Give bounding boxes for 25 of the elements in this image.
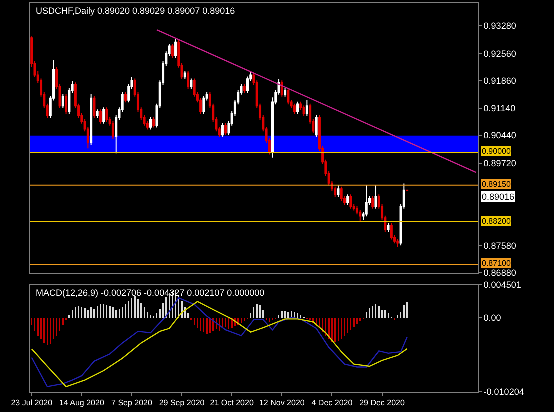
y-tick-label: 0.00: [484, 312, 502, 323]
x-tick-label: 4 Dec 2020: [312, 398, 354, 408]
x-tick-label: 21 Oct 2020: [210, 398, 254, 408]
y-tick-label: 0.91140: [484, 104, 516, 114]
y-tick-label: 0.004501: [484, 280, 522, 290]
y-tick-label: 0.91860: [484, 76, 516, 86]
x-tick-label: 7 Sep 2020: [112, 398, 153, 408]
y-tick-label: 0.86880: [484, 268, 516, 278]
ref-line-label: 0.87100: [482, 259, 512, 268]
x-tick-label: 14 Aug 2020: [59, 398, 105, 408]
x-tick-label: 23 Jul 2020: [11, 398, 54, 408]
ref-line-label: 0.89150: [482, 180, 512, 189]
text: 0.89016: [482, 192, 515, 202]
y-tick-label: 0.89720: [484, 158, 516, 168]
ref-line-label: 0.88200: [482, 217, 512, 226]
x-tick-label: 12 Nov 2020: [259, 398, 306, 408]
x-tick-label: 29 Sep 2020: [159, 398, 206, 408]
y-tick-label: 0.92560: [484, 48, 516, 59]
ref-line-label: 0.90000: [482, 147, 512, 156]
x-tick-label: 29 Dec 2020: [360, 398, 406, 408]
chart-title: USDCHF,Daily 0.89020 0.89029 0.89007 0.89016: [36, 6, 236, 16]
y-tick-label: -0.010204: [484, 387, 524, 398]
y-tick-label: 0.93280: [484, 20, 516, 31]
y-tick-label: 0.90440: [484, 130, 516, 141]
y-tick-label: 0.87580: [484, 241, 516, 252]
